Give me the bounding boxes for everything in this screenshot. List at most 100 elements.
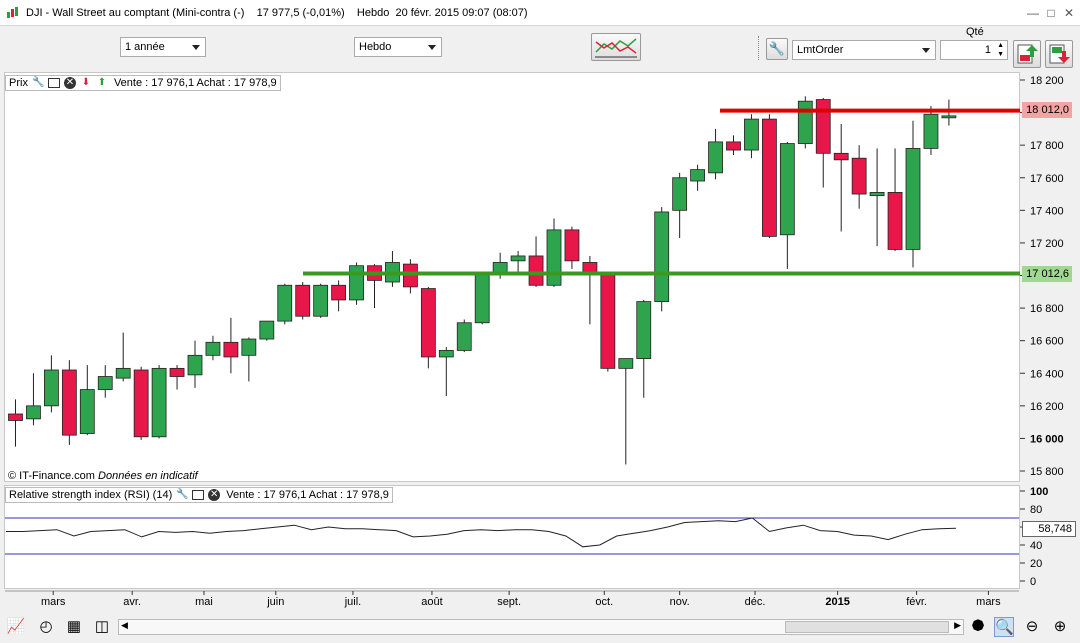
list-icon[interactable]: ▦ bbox=[66, 618, 82, 635]
candle-body bbox=[259, 320, 275, 340]
window-icon[interactable] bbox=[47, 78, 60, 88]
candle-body bbox=[331, 284, 347, 301]
order-type-value: LmtOrder bbox=[797, 44, 844, 56]
candle-body bbox=[169, 367, 185, 377]
quantity-value: 1 bbox=[984, 44, 991, 56]
window-icon[interactable] bbox=[192, 490, 205, 500]
candle-body bbox=[241, 338, 257, 356]
candle-body bbox=[420, 288, 436, 358]
candle-body bbox=[456, 322, 472, 351]
indicative-note: Données en indicatif bbox=[98, 470, 198, 482]
close-panel-icon[interactable]: ✕ bbox=[63, 77, 76, 89]
price-axis-label: 16 200 bbox=[1030, 401, 1064, 413]
toolbar: 1 année Hebdo 🔧 LmtOrder Qté 1 ▲ ▼ bbox=[0, 26, 1080, 70]
candle-body bbox=[762, 118, 777, 237]
wrench-icon[interactable]: 🔧 bbox=[31, 77, 45, 88]
candle-body bbox=[546, 229, 562, 286]
order-type-select[interactable]: LmtOrder bbox=[792, 40, 936, 60]
candle-body bbox=[905, 148, 921, 250]
price-axis-label: 17 200 bbox=[1030, 238, 1064, 250]
price-panel-header: Prix 🔧 ✕ ⬇ ⬆ Vente : 17 976,1 Achat : 17… bbox=[5, 75, 281, 91]
candle-body bbox=[654, 211, 670, 302]
time-scrollbar[interactable]: ◀ ▶ bbox=[118, 619, 964, 635]
zoom-select-icon[interactable]: 🔍 bbox=[994, 617, 1014, 637]
support-price-tag: 17 012,6 bbox=[1022, 266, 1072, 282]
rsi-panel-title: Relative strength index (RSI) (14) bbox=[9, 489, 173, 501]
candle-body bbox=[923, 113, 939, 149]
rsi-value-tag: 58,748 bbox=[1022, 521, 1076, 537]
candle-body bbox=[600, 273, 616, 369]
wrench-icon[interactable]: 🔧 bbox=[176, 489, 189, 500]
close-panel-icon[interactable]: ✕ bbox=[208, 489, 221, 501]
rsi-axis-label: 80 bbox=[1030, 504, 1042, 516]
time-axis-label: oct. bbox=[595, 596, 613, 608]
chart-tools-icon bbox=[595, 38, 637, 58]
rsi-chart-area: 100806040200 bbox=[5, 486, 1048, 588]
buy-button[interactable] bbox=[1013, 40, 1041, 68]
time-axis: mars avr. mai juin juil. août sept. oct. nov. déc… bbox=[5, 590, 1019, 608]
price-plot-background bbox=[5, 73, 1019, 481]
time-axis-label: nov. bbox=[670, 596, 690, 608]
arrow-up-icon[interactable]: ⬆ bbox=[97, 77, 107, 88]
sell-order-icon bbox=[1049, 44, 1070, 64]
time-axis-label: déc. bbox=[745, 596, 766, 608]
rsi-line bbox=[6, 517, 957, 548]
candles-group bbox=[8, 96, 957, 465]
window-title: DJI - Wall Street au comptant (Mini-cont… bbox=[26, 7, 528, 19]
price-axis-label: 16 800 bbox=[1030, 303, 1064, 315]
candle-body bbox=[474, 273, 490, 324]
minimize-button[interactable]: — bbox=[1027, 6, 1039, 20]
interval-select[interactable]: Hebdo bbox=[354, 37, 442, 57]
toolbar-separator bbox=[758, 36, 762, 60]
candle-body bbox=[402, 263, 418, 288]
candle-body bbox=[618, 358, 634, 369]
candle-body bbox=[833, 152, 849, 161]
indicator-icon[interactable]: ◫ bbox=[94, 618, 110, 635]
fit-icon[interactable]: ⯄ bbox=[971, 618, 984, 635]
time-axis-label: avr. bbox=[123, 596, 141, 608]
rsi-axis-label: 0 bbox=[1030, 576, 1036, 588]
quantity-stepper[interactable]: 1 ▲ ▼ bbox=[940, 40, 1008, 60]
chevron-down-icon bbox=[922, 48, 930, 53]
time-axis-label: mars bbox=[976, 596, 1001, 608]
candle-body bbox=[528, 255, 544, 286]
zoom-out-icon[interactable]: ⊖ bbox=[1025, 618, 1039, 635]
clock-icon[interactable]: ◴ bbox=[39, 618, 53, 635]
candle-body bbox=[708, 141, 723, 174]
chevron-down-icon bbox=[192, 45, 200, 50]
candle-body bbox=[133, 369, 149, 438]
candle-body bbox=[887, 192, 903, 250]
zoom-in-icon[interactable]: ⊕ bbox=[1053, 618, 1067, 635]
arrow-down-icon[interactable]: ⬇ bbox=[81, 77, 91, 88]
time-axis-label: juil. bbox=[344, 596, 362, 608]
scroll-left-icon[interactable]: ◀ bbox=[121, 620, 128, 630]
close-button[interactable]: ✕ bbox=[1063, 6, 1075, 20]
price-axis-label: 18 200 bbox=[1030, 75, 1064, 87]
buy-order-icon bbox=[1017, 44, 1038, 64]
copyright-note: © IT-Finance.com Données en indicatif bbox=[8, 470, 198, 482]
candle-body bbox=[941, 115, 957, 119]
scroll-thumb[interactable] bbox=[785, 621, 949, 633]
maximize-button[interactable]: □ bbox=[1047, 6, 1055, 20]
time-axis-label: août bbox=[421, 596, 442, 608]
price-axis-label: 17 400 bbox=[1030, 205, 1064, 217]
candle-body bbox=[349, 265, 364, 301]
chart-type-icon[interactable]: 📈 bbox=[6, 618, 26, 635]
period-select[interactable]: 1 année bbox=[120, 37, 206, 57]
scroll-right-icon[interactable]: ▶ bbox=[954, 620, 961, 630]
order-settings-button[interactable]: 🔧 bbox=[766, 38, 788, 60]
candle-body bbox=[815, 99, 831, 154]
candle-body bbox=[187, 354, 203, 376]
candle-body bbox=[564, 229, 580, 262]
sell-button[interactable] bbox=[1045, 40, 1073, 68]
price-axis-label: 16 400 bbox=[1030, 368, 1064, 380]
candle-body bbox=[510, 255, 526, 262]
chart-tools-button[interactable] bbox=[591, 33, 641, 61]
stepper-arrows-icon[interactable]: ▲ ▼ bbox=[997, 42, 1004, 58]
rsi-axis-label: 40 bbox=[1030, 540, 1042, 552]
time-axis-label: mars bbox=[41, 596, 66, 608]
time-axis-label: mai bbox=[195, 596, 213, 608]
app-chart-icon bbox=[7, 7, 18, 18]
candle-body bbox=[726, 141, 741, 151]
